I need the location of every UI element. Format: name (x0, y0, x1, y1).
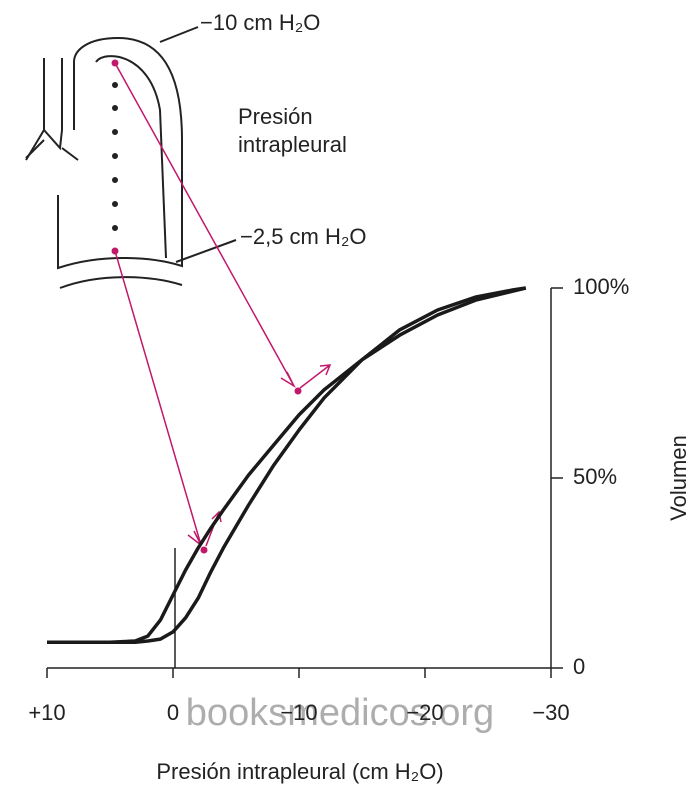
x-tick-label: 0 (167, 700, 179, 725)
annotation: −10 cm H₂O (200, 10, 320, 35)
annotation: −2,5 cm H₂O (240, 224, 367, 249)
y-tick-label: 0 (573, 654, 585, 679)
watermark: booksmedicos.org (186, 692, 494, 734)
annotation: Presión intrapleural (238, 104, 347, 157)
curve (47, 286, 527, 644)
x-tick-label: −10 (280, 700, 317, 725)
y-tick-label: 50% (573, 464, 617, 489)
y-tick-label: 100% (573, 274, 629, 299)
x-tick-label: −30 (532, 700, 569, 725)
x-tick-label: −20 (406, 700, 443, 725)
lung-drawing (25, 26, 332, 554)
x-axis-label: Presión intrapleural (cm H₂O) (156, 759, 443, 784)
curve (47, 286, 527, 644)
y-axis-label: Volumen (666, 435, 691, 521)
x-tick-label: +10 (28, 700, 65, 725)
